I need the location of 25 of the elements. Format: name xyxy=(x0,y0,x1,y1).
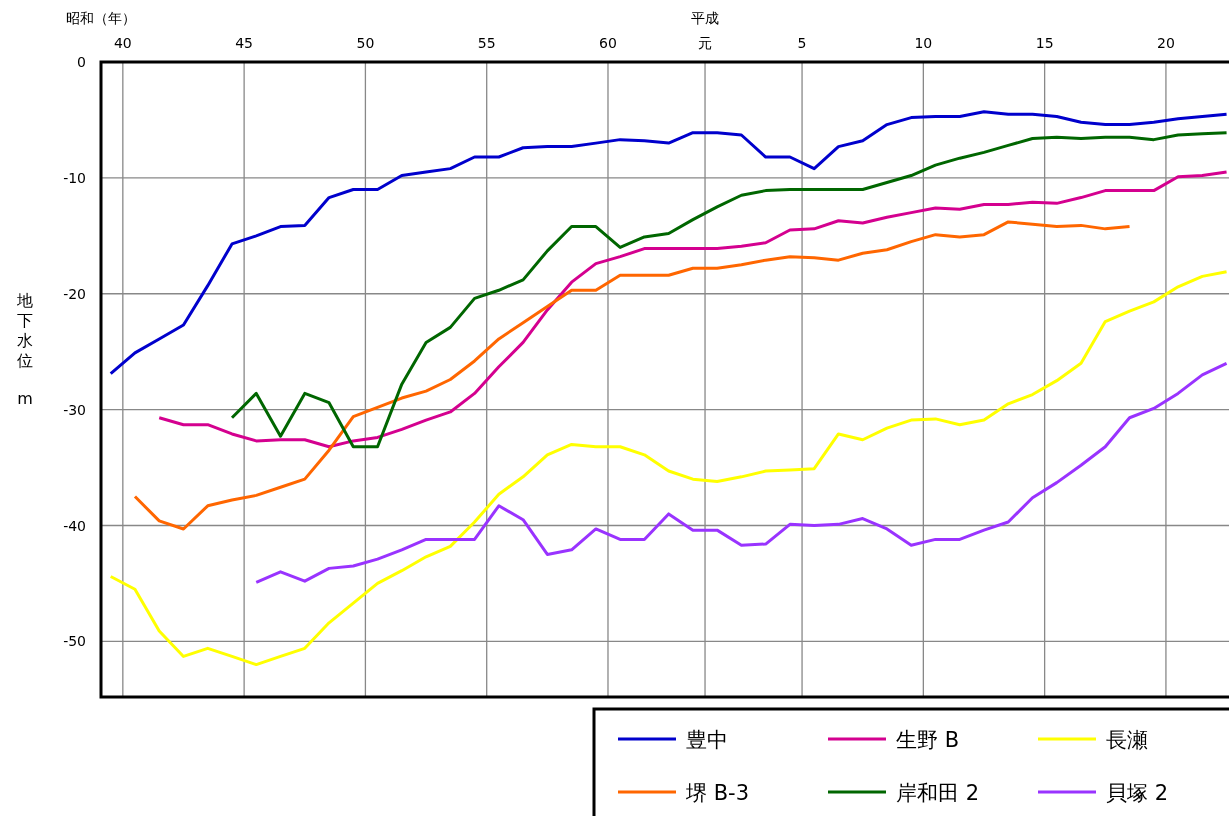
legend-label: 長瀬 xyxy=(1106,728,1148,752)
y-tick-label: -40 xyxy=(63,517,86,534)
legend-label: 堺 B-3 xyxy=(685,781,750,805)
x2-tick-label: 10 xyxy=(914,35,933,51)
legend-label: 豊中 xyxy=(686,728,728,752)
x2-tick-label: 元 xyxy=(698,35,713,51)
x-tick-label: 55 xyxy=(477,35,496,51)
x2-axis-title: 平成 xyxy=(691,10,720,26)
x-axis-title: 昭和（年） xyxy=(66,10,136,26)
x2-tick-label: 20 xyxy=(1157,35,1175,51)
y-tick-label: -30 xyxy=(63,401,86,418)
y-axis-title: 地下水位 m xyxy=(16,291,33,408)
y-tick-label: -50 xyxy=(63,633,86,650)
y-tick-label: 0 xyxy=(77,54,86,70)
x-tick-label: 50 xyxy=(356,35,375,51)
x-tick-label: 45 xyxy=(235,35,254,51)
x2-tick-label: 15 xyxy=(1035,35,1054,51)
y-tick-label: -20 xyxy=(63,285,86,302)
x-tick-label: 60 xyxy=(599,35,617,51)
legend-label: 貝塚 2 xyxy=(1106,781,1169,805)
x-tick-label: 40 xyxy=(113,35,132,51)
y-tick-label: -10 xyxy=(63,169,86,186)
x2-tick-label: 5 xyxy=(797,35,807,51)
legend-label: 岸和田 2 xyxy=(896,781,980,805)
legend-label: 生野 B xyxy=(896,728,960,752)
